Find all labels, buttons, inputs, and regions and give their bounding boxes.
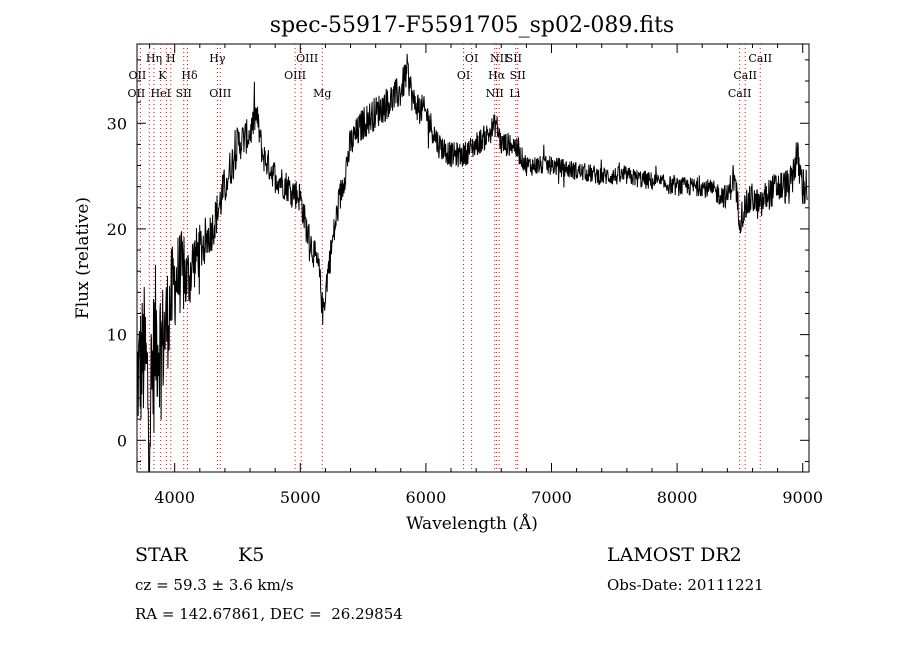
- line-label: OII: [128, 87, 146, 100]
- line-label: Hγ: [209, 52, 226, 65]
- line-label: OII: [129, 69, 147, 82]
- y-axis-label: Flux (relative): [73, 197, 93, 319]
- line-label: NII: [490, 52, 508, 65]
- x-tick-label: 7000: [531, 488, 572, 507]
- x-axis-label: Wavelength (Å): [406, 513, 538, 534]
- subclass: K5: [238, 544, 264, 566]
- x-tick-label: 9000: [782, 488, 823, 507]
- y-tick-label: 20: [107, 220, 127, 239]
- line-label: SII: [176, 87, 192, 100]
- line-label: Hη: [146, 52, 162, 65]
- line-label: OIII: [296, 52, 318, 65]
- line-label: OI: [465, 52, 478, 65]
- chart-title: spec-55917-F5591705_sp02-089.fits: [270, 13, 674, 38]
- y-tick-label: 10: [107, 326, 127, 345]
- obs-date: Obs-Date: 20111221: [607, 576, 764, 594]
- y-tick-label: 30: [107, 114, 127, 133]
- line-label: OIII: [209, 87, 231, 100]
- plot-frame: [136, 43, 810, 473]
- ra-dec: RA = 142.67861, DEC = 26.29854: [135, 605, 403, 623]
- x-tick-label: 4000: [154, 488, 195, 507]
- line-label: OIII: [284, 69, 306, 82]
- object-class: STAR: [135, 544, 188, 566]
- line-label: HeI: [151, 87, 171, 100]
- y-tick-label: 0: [117, 431, 127, 450]
- line-label: SII: [510, 69, 526, 82]
- line-label: K: [158, 69, 167, 82]
- line-label: H: [166, 52, 176, 65]
- line-label: Mg: [313, 87, 331, 100]
- x-tick-label: 6000: [406, 488, 447, 507]
- x-tick-label: 5000: [280, 488, 321, 507]
- axis-ticks: 4000 5000 6000 7000 8000 9000 0 10 20 30: [107, 44, 823, 507]
- x-tick-label: 8000: [657, 488, 698, 507]
- line-label: OI: [457, 69, 470, 82]
- line-label: CaII: [728, 87, 752, 100]
- line-labels: OII Hη OII HeI KH SII Hδ Hγ OIII OIII OIII Mg OI OI NI…: [128, 52, 773, 100]
- line-label: Hδ: [181, 69, 198, 82]
- line-label: CaII: [748, 52, 772, 65]
- line-markers: [139, 44, 761, 472]
- line-label: Li: [509, 87, 520, 100]
- line-label: SII: [506, 52, 522, 65]
- line-label: CaII: [733, 69, 757, 82]
- survey-name: LAMOST DR2: [607, 544, 742, 566]
- cz-value: cz = 59.3 ± 3.6 km/s: [135, 576, 294, 594]
- spectrum-line: [136, 53, 808, 473]
- line-label: Hα: [488, 69, 506, 82]
- line-label: NII: [486, 87, 504, 100]
